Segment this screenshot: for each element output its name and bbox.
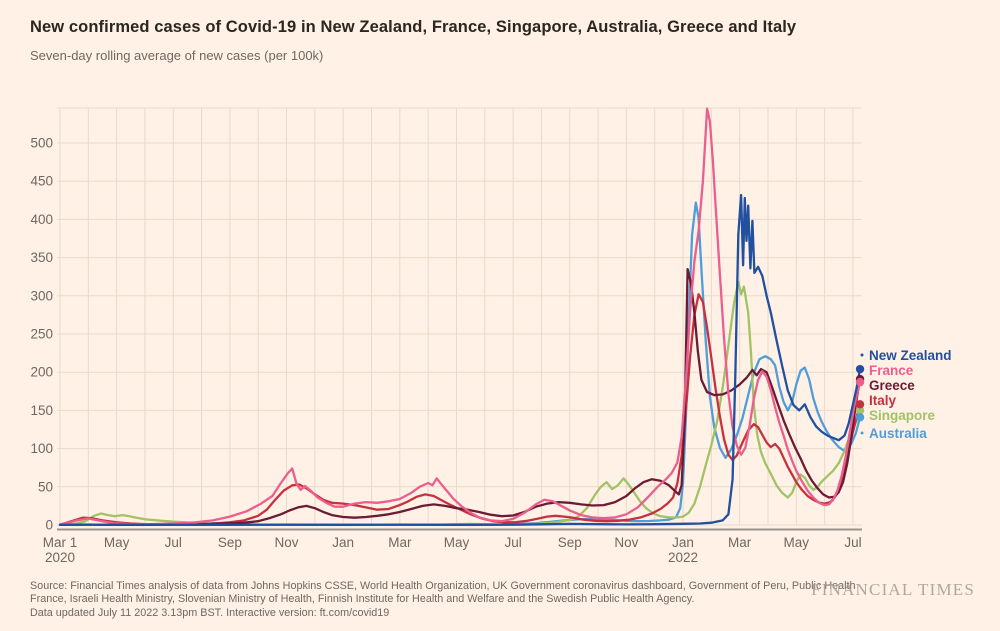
x-tick-label: May [104, 535, 130, 550]
y-tick-label: 350 [30, 250, 53, 265]
x-tick-label: Sep [558, 535, 582, 550]
x-tick-label: Nov [614, 535, 638, 550]
x-tick-label: Mar [388, 535, 412, 550]
legend-label-greece: Greece [869, 378, 915, 393]
legend-label-singapore: Singapore [869, 408, 936, 423]
y-tick-label: 0 [45, 518, 53, 533]
legend-label-italy: Italy [869, 393, 897, 408]
x-tick-label: Jan [672, 535, 694, 550]
source-line-3: Data updated July 11 2022 3.13pm BST. In… [30, 606, 390, 619]
financial-times-logo: FINANCIAL TIMES [811, 580, 975, 599]
x-tick-sublabel: 2020 [45, 550, 75, 565]
series-end-dot-new-zealand [855, 364, 865, 374]
y-tick-label: 250 [30, 327, 53, 342]
y-tick-label: 200 [30, 365, 53, 380]
x-tick-label: Mar 1 [43, 535, 78, 550]
legend-label-australia: Australia [869, 426, 927, 441]
series-line-italy [58, 293, 862, 526]
series-end-dot-france [855, 377, 865, 387]
source-line-1: Source: Financial Times analysis of data… [30, 580, 856, 592]
series-line-greece [58, 267, 862, 527]
x-tick-label: Mar [728, 535, 752, 550]
y-tick-label: 300 [30, 288, 53, 303]
y-tick-label: 50 [38, 479, 53, 494]
series-end-dot-australia [855, 413, 865, 422]
x-tick-label: Sep [218, 535, 242, 550]
x-tick-label: Jul [165, 535, 182, 550]
series-line-france [58, 107, 862, 526]
series-end-dot-singapore [855, 406, 865, 415]
y-tick-label: 150 [30, 403, 53, 418]
chart-title: New confirmed cases of Covid-19 in New Z… [30, 18, 797, 36]
x-tick-label: Nov [275, 535, 299, 550]
legend-leader-dot [860, 431, 864, 435]
series-line-new-zealand [58, 193, 862, 526]
source-line-2: France, Israeli Health Ministry, Sloveni… [30, 593, 695, 606]
series-end-dot-italy [855, 400, 865, 409]
chart-subtitle: Seven-day rolling average of new cases (… [30, 48, 324, 63]
y-tick-label: 500 [30, 136, 53, 151]
x-tick-sublabel: 2022 [668, 550, 698, 565]
legend-label-france: France [869, 363, 914, 378]
y-tick-label: 450 [30, 174, 53, 189]
y-tick-label: 400 [30, 212, 53, 227]
legend-leader-dot [860, 353, 864, 357]
x-tick-label: May [784, 535, 810, 550]
x-tick-label: Jul [844, 535, 861, 550]
source-note: Source: Financial Times analysis of data… [30, 580, 856, 620]
y-tick-label: 100 [30, 441, 53, 456]
legend-label-new-zealand: New Zealand [869, 348, 952, 363]
x-tick-label: Jan [332, 535, 354, 550]
x-tick-label: May [444, 535, 470, 550]
x-tick-label: Jul [504, 535, 521, 550]
